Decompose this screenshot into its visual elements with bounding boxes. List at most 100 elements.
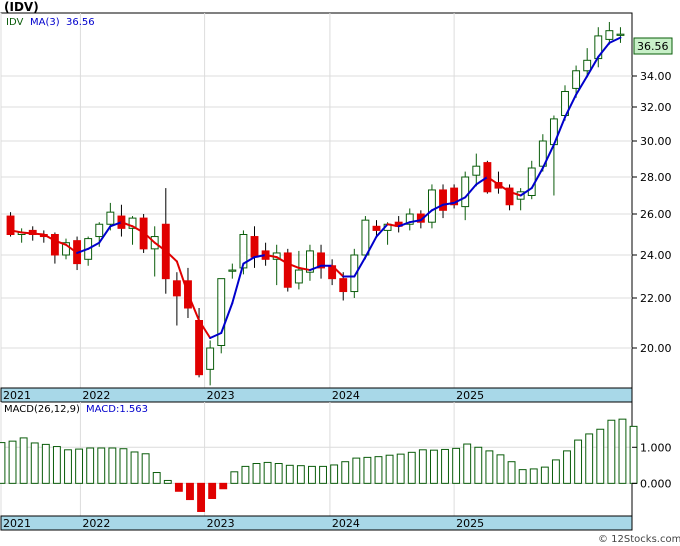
macd-bar [463, 443, 472, 484]
ma-segment [586, 55, 600, 77]
legend-ticker: IDV [6, 17, 23, 28]
macd-bar [418, 449, 427, 484]
moving-average [9, 36, 622, 339]
macd-bar [496, 454, 505, 484]
last-price-tag [633, 37, 673, 55]
macd-bar [429, 449, 438, 484]
ma-segment [109, 221, 123, 228]
candle-body [405, 213, 414, 225]
price-grid [0, 13, 632, 388]
candle-body [317, 252, 325, 269]
macd-bar [452, 447, 461, 484]
ma-segment [9, 229, 23, 234]
macd-legend-label: MACD(26,12,9) [4, 404, 80, 415]
watermark: © 12Stocks.com [598, 534, 680, 545]
macd-bar [285, 464, 294, 484]
ma-segment [486, 176, 500, 186]
price-y-tick-label: 26.00 [640, 208, 672, 221]
macd-bar [441, 448, 449, 484]
candle-body [172, 280, 181, 297]
macd-bar [607, 419, 616, 484]
ma-segment [453, 196, 467, 204]
candle-body [250, 236, 259, 258]
ma-segment [353, 256, 367, 278]
ma-segment [31, 232, 45, 236]
macd-bar [230, 471, 239, 484]
macd-bar [152, 472, 161, 484]
candle-body [339, 278, 348, 293]
macd-bar [241, 465, 250, 484]
macd-bar [64, 449, 72, 484]
price-x-axis: 2021 2022 2023 2024 2025 [3, 389, 484, 402]
macd-bar [507, 461, 516, 484]
macd-bar [529, 468, 538, 484]
candle-body [95, 223, 104, 238]
macd-bar [352, 457, 361, 484]
candle-body [427, 189, 436, 223]
macd-bar [174, 482, 183, 492]
ma-segment [497, 183, 511, 193]
macd-y-axis: 1.000 0.000 [632, 441, 672, 490]
ma-segment [87, 241, 101, 250]
candle-body [239, 234, 248, 269]
ma-segment [530, 167, 544, 190]
ma-segment [209, 332, 223, 339]
macd-bar [385, 454, 394, 484]
macd-x-tick-label: 2024 [332, 517, 360, 530]
candle-body [306, 250, 314, 273]
macd-bar [296, 465, 305, 484]
macd-bar [407, 451, 416, 484]
candle-body [472, 165, 481, 176]
macd-x-tick-label: 2025 [456, 517, 484, 530]
macd-bar [596, 428, 605, 484]
ma-segment [164, 249, 178, 263]
macd-bar [141, 453, 150, 484]
macd-x-axis-band [0, 515, 633, 531]
candle-body [572, 70, 581, 89]
macd-bar [263, 461, 272, 484]
macd-bar [485, 450, 494, 484]
price-y-tick-label: 32.00 [640, 101, 672, 114]
price-y-tick-label: 20.00 [640, 342, 672, 355]
candle-body [361, 219, 370, 256]
last-price-value: 36.56 [637, 40, 669, 53]
macd-y-tick-label: 0.000 [640, 477, 672, 490]
ma-segment [408, 219, 422, 224]
candle-body [439, 189, 447, 211]
macd-bar [474, 446, 483, 484]
ma-segment [175, 260, 189, 295]
macd-bar [186, 482, 194, 501]
candle-body [350, 254, 359, 293]
candle-body [605, 30, 614, 40]
macd-bar [341, 461, 350, 484]
ma-segment [386, 223, 400, 228]
macd-bar [518, 469, 527, 484]
ma-segment [186, 292, 201, 322]
ma-segment [242, 256, 256, 265]
ma-segment [98, 225, 112, 244]
ma-segment [153, 241, 167, 252]
ma-segment [552, 116, 567, 146]
macd-bar [208, 482, 217, 499]
macd-bar [0, 442, 6, 484]
ma-segment [275, 256, 289, 265]
chart-title: (IDV) [4, 0, 39, 14]
candle-body [372, 225, 381, 231]
price-y-tick-label: 34.00 [640, 70, 672, 83]
ma-segment [308, 264, 323, 272]
macd-x-axis: 2021 2022 2023 2024 2025 [3, 517, 484, 530]
ma-segment [264, 254, 278, 259]
macd-bar [108, 447, 117, 484]
macd-bar [163, 479, 172, 484]
candle-body [217, 278, 226, 346]
candle-body [106, 211, 115, 225]
price-x-tick-label: 2024 [332, 389, 360, 402]
ma-segment [142, 231, 156, 244]
macd-bar [374, 456, 383, 484]
price-y-tick-label: 30.00 [640, 135, 672, 148]
legend-ma-label: MA(3) [30, 17, 60, 28]
candle-body [228, 269, 237, 272]
price-y-axis: 20.00 22.00 24.00 26.00 28.00 30.00 32.00 34.00 [632, 70, 672, 355]
candle-body [62, 242, 70, 256]
ma-segment [564, 93, 578, 119]
